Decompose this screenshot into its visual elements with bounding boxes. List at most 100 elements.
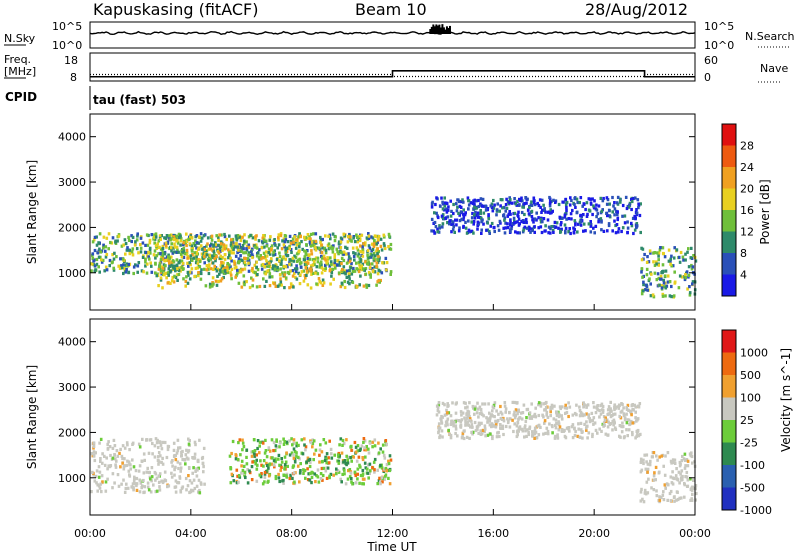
velocity-cell [560, 429, 564, 433]
velocity-cell [672, 460, 675, 465]
velocity-cell [509, 417, 512, 421]
velocity-cell [604, 432, 608, 436]
power-cell [367, 236, 371, 240]
power-cell [93, 248, 97, 253]
power-cell [211, 254, 214, 258]
power-cell [640, 246, 643, 250]
velocity-cell [669, 489, 673, 494]
power-cell [592, 226, 595, 230]
velocity-cell [379, 482, 382, 486]
power-cell [137, 251, 140, 255]
power-cell [589, 223, 593, 227]
power-cell [241, 243, 245, 248]
velocity-cell [493, 401, 497, 405]
velocity-cell [283, 440, 286, 444]
power-cell [189, 235, 192, 239]
velocity-cell [359, 465, 362, 469]
power-cell [447, 205, 450, 209]
power-cell [261, 236, 265, 240]
power-cell [180, 249, 183, 253]
velocity-cell [129, 467, 132, 471]
velocity-cell [459, 420, 463, 424]
power-cell [214, 243, 218, 247]
velocity-cell [438, 426, 442, 430]
velocity-cell [545, 413, 548, 417]
velocity-cell [203, 482, 206, 486]
power-cell [340, 281, 344, 285]
velocity-cell [647, 477, 650, 481]
velocity-cell [309, 460, 312, 464]
velocity-cell [488, 411, 491, 415]
power-cell [359, 266, 362, 270]
velocity-cell [250, 465, 254, 469]
power-cell [597, 220, 600, 224]
power-cell [508, 210, 511, 214]
power-cell [621, 226, 625, 230]
velocity-cell [553, 436, 557, 440]
power-cell [172, 280, 176, 284]
power-cell [278, 251, 281, 255]
velocity-cell [439, 417, 442, 421]
power-cell [272, 253, 275, 257]
power-cell [290, 250, 293, 254]
power-cell [277, 233, 281, 237]
power-cell [630, 221, 633, 225]
velocity-cell [486, 420, 489, 424]
velocity-cell [383, 467, 386, 471]
power-cell [362, 267, 365, 271]
power-cell [442, 217, 446, 221]
velocity-cell [94, 474, 98, 478]
power-cell [684, 258, 687, 262]
power-cell [687, 247, 690, 251]
power-cell [637, 206, 640, 210]
power-cell [576, 230, 579, 234]
power-cell [550, 225, 553, 229]
velocity-cell [533, 426, 537, 430]
velocity-cell [634, 416, 637, 420]
velocity-cell [190, 481, 194, 485]
power-cell [357, 252, 361, 256]
velocity-cell [583, 422, 586, 426]
velocity-cell [105, 456, 108, 460]
power-cell [364, 260, 367, 264]
power-cell [621, 214, 624, 218]
velocity-cell [623, 416, 627, 420]
velocity-cell [338, 443, 341, 447]
power-cell [359, 250, 362, 254]
velocity-cell [281, 479, 284, 483]
velocity-cell [319, 472, 323, 476]
velocity-cell [258, 444, 261, 448]
power-cell [487, 217, 491, 221]
power-cell [161, 251, 165, 255]
velocity-cell [254, 461, 258, 465]
velocity-cell [578, 435, 582, 439]
velocity-cell [568, 429, 571, 433]
power-cell [288, 258, 291, 262]
power-cell [375, 264, 378, 269]
power-cell [91, 240, 95, 244]
power-cell [376, 272, 380, 276]
power-cell [245, 244, 249, 248]
power-cell [591, 212, 594, 217]
power-cell [309, 242, 312, 246]
y-tick-label: 1000 [58, 472, 86, 485]
velocity-cell [655, 494, 659, 498]
velocity-cell [283, 467, 286, 471]
power-cell [242, 239, 246, 243]
velocity-cell [262, 459, 266, 463]
power-cell [516, 199, 519, 203]
power-cell [163, 252, 167, 256]
velocity-cell [545, 410, 549, 414]
velocity-cell [268, 449, 272, 453]
power-cell [343, 285, 347, 290]
velocity-cell [368, 471, 371, 475]
velocity-cell [465, 435, 469, 439]
power-cell [663, 274, 667, 278]
power-cell [586, 212, 589, 216]
velocity-cell [353, 440, 357, 445]
velocity-cell [673, 461, 677, 465]
velocity-cell [316, 468, 320, 472]
velocity-cell [246, 481, 250, 485]
velocity-cell [437, 403, 441, 407]
velocity-cell [151, 441, 154, 446]
